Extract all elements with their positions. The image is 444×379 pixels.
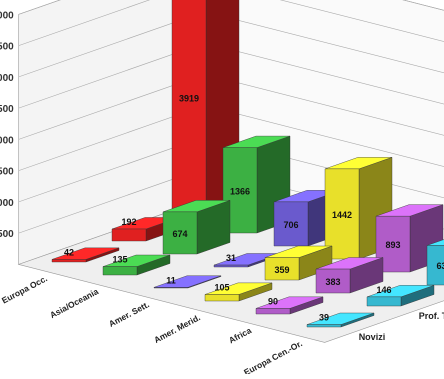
bar-front (222, 147, 258, 234)
data-label: 1442 (332, 210, 352, 220)
data-label: 633 (436, 261, 444, 271)
data-label: 383 (325, 277, 340, 287)
data-label: 359 (274, 265, 289, 275)
bar-front (273, 201, 309, 247)
x-tick-label: Europa Occ. (0, 273, 49, 305)
bars: 3919 1366 706 1442 893 633 192 674 31 359 383 146 42… (51, 0, 444, 328)
bar-front (255, 308, 291, 315)
bar: 39 (306, 313, 375, 328)
bar-front (264, 257, 300, 281)
gridline (18, 0, 444, 46)
series-label: Prof. Temp. (419, 311, 444, 321)
y-tick-label-left: 500 (0, 229, 14, 240)
data-label: 146 (376, 285, 391, 295)
bar-top (426, 239, 444, 246)
y-tick-label-left: 4000 (0, 10, 14, 21)
x-tick-label: Amer. Merid. (152, 312, 202, 345)
y-tick-label-left: 2000 (0, 135, 14, 146)
bar-front (102, 266, 138, 276)
bar-front (204, 294, 240, 302)
bar-front (426, 245, 444, 286)
bar: 146 (366, 285, 435, 307)
data-label: 11 (166, 275, 176, 285)
y-tick-label-left: 3500 (0, 42, 14, 53)
bar-front (315, 268, 351, 294)
y-axis-left: 4000 3500 3000 2500 2000 1500 1000 500 (0, 10, 14, 240)
data-label: 105 (214, 282, 229, 292)
bar-front (51, 259, 87, 263)
bar: 633 (426, 239, 444, 286)
data-label: 192 (121, 217, 136, 227)
series-label: Novizi (359, 332, 386, 342)
bar: 11 (153, 275, 222, 289)
x-tick-label: Amer. Sett. (107, 299, 151, 329)
bar-front (306, 324, 342, 328)
x-tick-label: Europa Cen.-Or. (242, 338, 304, 374)
bar: 105 (204, 282, 273, 302)
bar-front (213, 264, 249, 268)
y-tick-label-left: 2500 (0, 104, 14, 115)
y-tick-label-left: 1000 (0, 198, 14, 209)
y-tick-label-left: 3000 (0, 73, 14, 84)
data-label: 3919 (179, 94, 199, 104)
x-tick-label: Asia/Oceania (48, 286, 100, 320)
bar-front (111, 228, 147, 242)
bar: 42 (51, 247, 120, 263)
bar-front (162, 211, 198, 255)
data-label: 893 (385, 240, 400, 250)
data-label: 1366 (230, 186, 250, 196)
y-tick-label-left: 1500 (0, 167, 14, 178)
bar: 359 (264, 245, 333, 281)
data-label: 39 (319, 313, 329, 323)
bar-front (171, 0, 207, 221)
bar: 90 (255, 296, 324, 315)
data-label: 706 (283, 220, 298, 230)
gridline (18, 0, 444, 15)
data-label: 31 (226, 253, 236, 263)
data-label: 135 (112, 255, 127, 265)
data-label: 90 (268, 296, 278, 306)
bar: 674 (162, 200, 231, 255)
bar-front (366, 296, 402, 307)
bar: 383 (315, 257, 384, 294)
x-tick-label: Africa (227, 325, 253, 345)
data-label: 674 (172, 229, 187, 239)
data-label: 42 (64, 247, 74, 257)
bar-front (375, 215, 411, 273)
bar: 135 (102, 255, 171, 276)
bar-front (153, 287, 189, 289)
